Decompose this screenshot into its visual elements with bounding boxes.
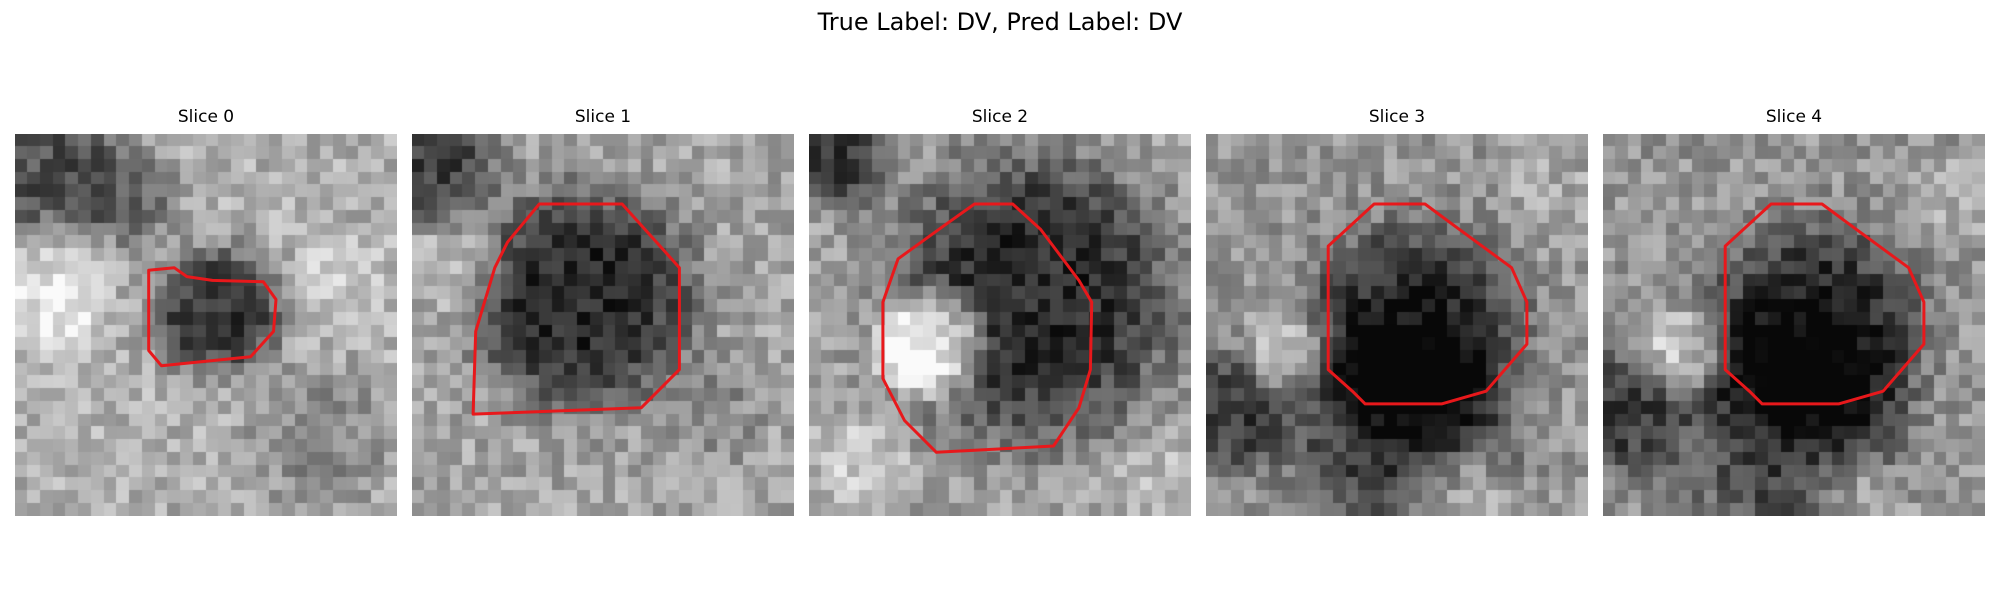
slice-panel-1: Slice 1 [412, 106, 794, 516]
slice-panel-0: Slice 0 [15, 106, 397, 516]
slice-image [809, 134, 1191, 516]
segmentation-contour [147, 266, 278, 368]
slice-title: Slice 3 [1368, 107, 1426, 127]
contour-line [881, 202, 1094, 454]
contour-line [1326, 202, 1529, 406]
slice-title: Slice 4 [1765, 107, 1823, 127]
slice-panel-2: Slice 2 [809, 106, 1191, 516]
segmentation-contour [881, 202, 1094, 454]
slice-title: Slice 1 [574, 107, 632, 127]
slice-image [412, 134, 794, 516]
slice-panel-4: Slice 4 [1603, 106, 1985, 516]
slice-title: Slice 0 [177, 107, 235, 127]
slice-panel-3: Slice 3 [1206, 106, 1588, 516]
slice-image [15, 134, 397, 516]
contour-line [471, 202, 681, 416]
slice-image [1603, 134, 1985, 516]
slice-title: Slice 2 [971, 107, 1029, 127]
segmentation-contour [1326, 202, 1529, 406]
slice-image [1206, 134, 1588, 516]
contour-line [147, 266, 278, 368]
figure-title: True Label: DV, Pred Label: DV [817, 8, 1183, 36]
segmentation-contour [1723, 202, 1926, 406]
segmentation-contour [471, 202, 681, 416]
contour-line [1723, 202, 1926, 406]
